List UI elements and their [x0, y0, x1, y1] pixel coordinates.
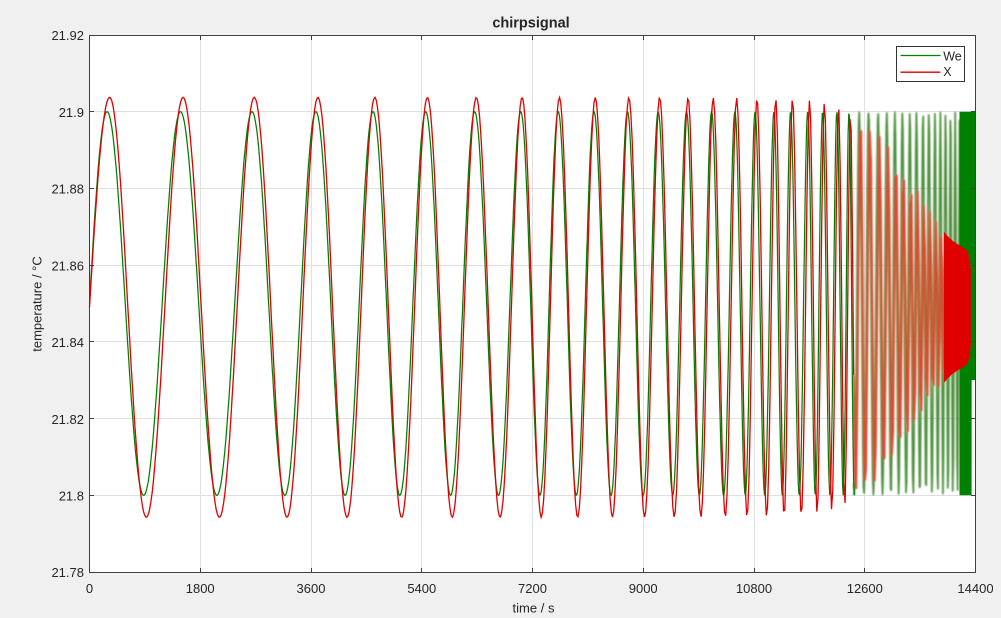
svg-text:0: 0 [86, 581, 93, 596]
svg-text:21.92: 21.92 [51, 28, 84, 43]
svg-text:21.88: 21.88 [51, 182, 84, 197]
svg-text:12600: 12600 [847, 581, 883, 596]
svg-text:14400: 14400 [957, 581, 993, 596]
svg-text:We: We [943, 50, 962, 64]
svg-text:21.82: 21.82 [51, 412, 84, 427]
svg-text:21.84: 21.84 [51, 335, 84, 350]
svg-text:21.78: 21.78 [51, 565, 84, 580]
svg-text:10800: 10800 [736, 581, 772, 596]
svg-text:21.8: 21.8 [59, 489, 84, 504]
svg-text:7200: 7200 [518, 581, 547, 596]
svg-text:chirpsignal: chirpsignal [492, 16, 569, 32]
svg-text:5400: 5400 [407, 581, 436, 596]
svg-text:1800: 1800 [186, 581, 215, 596]
svg-text:X: X [943, 65, 952, 79]
svg-text:21.86: 21.86 [51, 258, 84, 273]
svg-text:time / s: time / s [513, 601, 555, 616]
svg-text:9000: 9000 [629, 581, 658, 596]
svg-text:21.9: 21.9 [59, 105, 84, 120]
svg-text:temperature / °C: temperature / °C [30, 256, 45, 352]
svg-text:3600: 3600 [297, 581, 326, 596]
